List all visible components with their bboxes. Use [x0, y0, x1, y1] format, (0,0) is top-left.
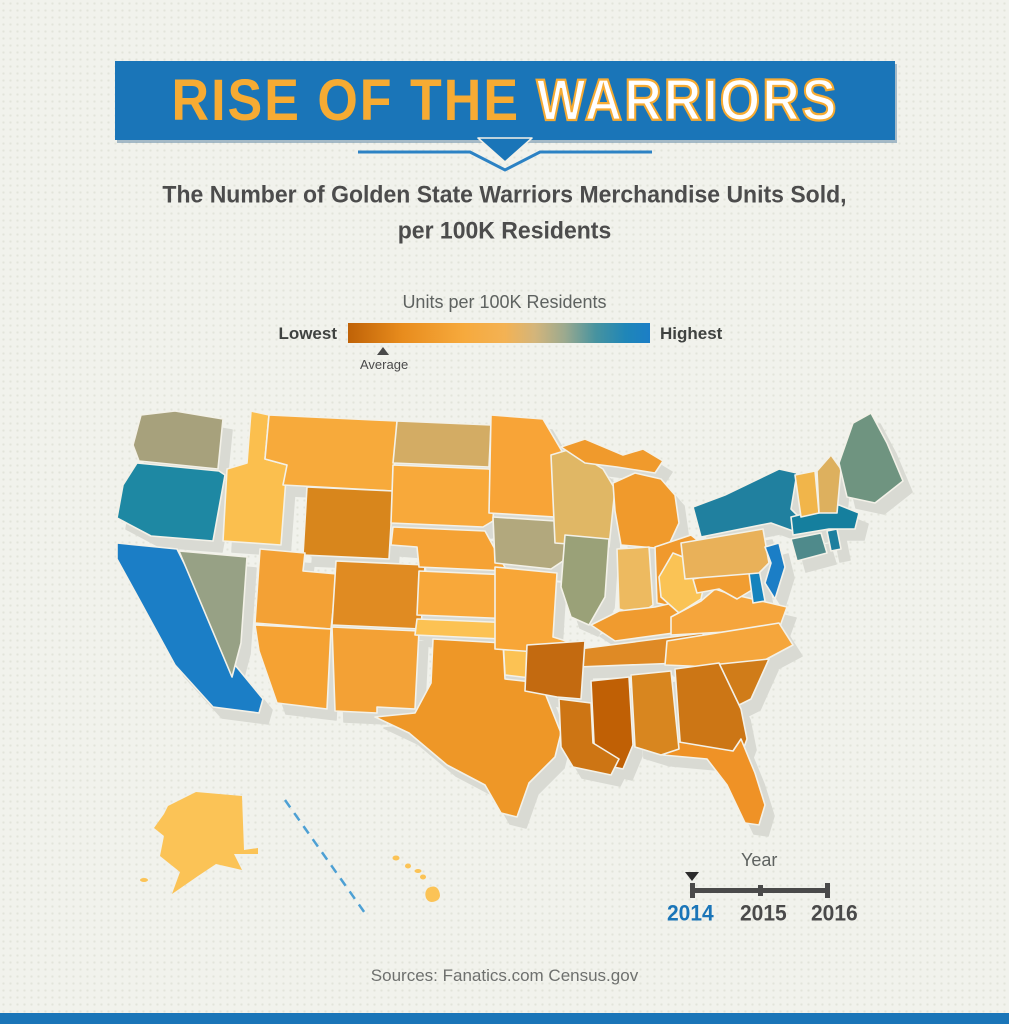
state-nm[interactable]	[331, 626, 420, 714]
sources-text: Sources: Fanatics.com Census.gov	[370, 966, 639, 985]
state-ar[interactable]	[524, 640, 586, 700]
alaska-hawaii-inset	[140, 792, 440, 917]
legend-lowest-label: Lowest	[278, 324, 337, 343]
page-title: RISE OF THE WARRIORS	[172, 67, 839, 134]
state-hi-kauai[interactable]	[392, 855, 400, 861]
state-pa[interactable]	[680, 528, 770, 580]
state-mi[interactable]	[560, 438, 680, 550]
state-co[interactable]	[331, 560, 426, 630]
legend-title: Units per 100K Residents	[402, 292, 607, 312]
year-slider: Year 2014 2015 2016	[655, 850, 865, 926]
state-az[interactable]	[254, 624, 332, 710]
state-ne[interactable]	[390, 526, 508, 572]
legend-average-label: Average	[360, 357, 409, 372]
inset-divider-line	[283, 799, 369, 917]
year-tick-2016[interactable]	[825, 883, 830, 898]
state-tx[interactable]	[374, 638, 562, 818]
state-sd[interactable]	[390, 464, 496, 528]
footer-bar	[0, 1013, 1009, 1024]
us-choropleth-map	[116, 410, 904, 826]
year-slider-track[interactable]	[690, 883, 830, 898]
year-option-2016[interactable]: 2016	[811, 901, 858, 926]
legend-gradient-bar	[348, 323, 650, 343]
chart-subtitle: The Number of Golden State Warriors Merc…	[0, 176, 1009, 247]
state-in[interactable]	[616, 546, 654, 616]
state-or[interactable]	[116, 462, 226, 542]
state-mt[interactable]	[264, 414, 398, 492]
state-ri[interactable]	[826, 528, 842, 552]
state-nj[interactable]	[764, 542, 786, 600]
legend-average-marker-icon	[377, 347, 389, 355]
state-ma[interactable]	[790, 504, 860, 536]
year-tick-2014[interactable]	[690, 883, 695, 898]
state-ct[interactable]	[790, 532, 828, 562]
title-banner: RISE OF THE WARRIORS	[115, 61, 895, 140]
state-wy[interactable]	[302, 486, 394, 560]
color-legend: Units per 100K Residents Lowest Highest …	[0, 292, 1009, 372]
state-ut[interactable]	[254, 548, 338, 630]
state-nv[interactable]	[178, 550, 248, 678]
state-la[interactable]	[558, 698, 620, 776]
state-al[interactable]	[630, 670, 680, 756]
page-title-part1: RISE OF THE	[171, 68, 521, 133]
year-tick-2015[interactable]	[758, 885, 763, 896]
state-nd[interactable]	[392, 420, 492, 468]
state-hi-maui[interactable]	[420, 874, 426, 880]
subtitle-line2: per 100K Residents	[397, 216, 612, 244]
state-nh[interactable]	[816, 454, 842, 514]
legend-highest-label: Highest	[660, 324, 723, 343]
state-vt[interactable]	[794, 470, 820, 518]
state-wa[interactable]	[132, 410, 224, 470]
banner-chevron-decoration	[358, 137, 652, 172]
state-hi-oahu[interactable]	[405, 863, 411, 869]
state-hi-molokai[interactable]	[414, 869, 422, 873]
year-slider-label: Year	[741, 850, 778, 870]
state-ak[interactable]	[154, 792, 258, 894]
state-fl[interactable]	[660, 738, 766, 826]
year-option-2014[interactable]: 2014	[667, 901, 714, 926]
state-me[interactable]	[838, 412, 904, 504]
year-slider-thumb-icon[interactable]	[685, 872, 699, 881]
page-title-part2: WARRIORS	[535, 67, 839, 134]
state-ny[interactable]	[692, 468, 804, 538]
year-option-2015[interactable]: 2015	[740, 901, 787, 926]
state-il[interactable]	[560, 534, 610, 626]
subtitle-line1: The Number of Golden State Warriors Merc…	[162, 180, 847, 208]
state-hi-big-island[interactable]	[425, 886, 440, 902]
state-ak-aleutians	[140, 878, 148, 882]
